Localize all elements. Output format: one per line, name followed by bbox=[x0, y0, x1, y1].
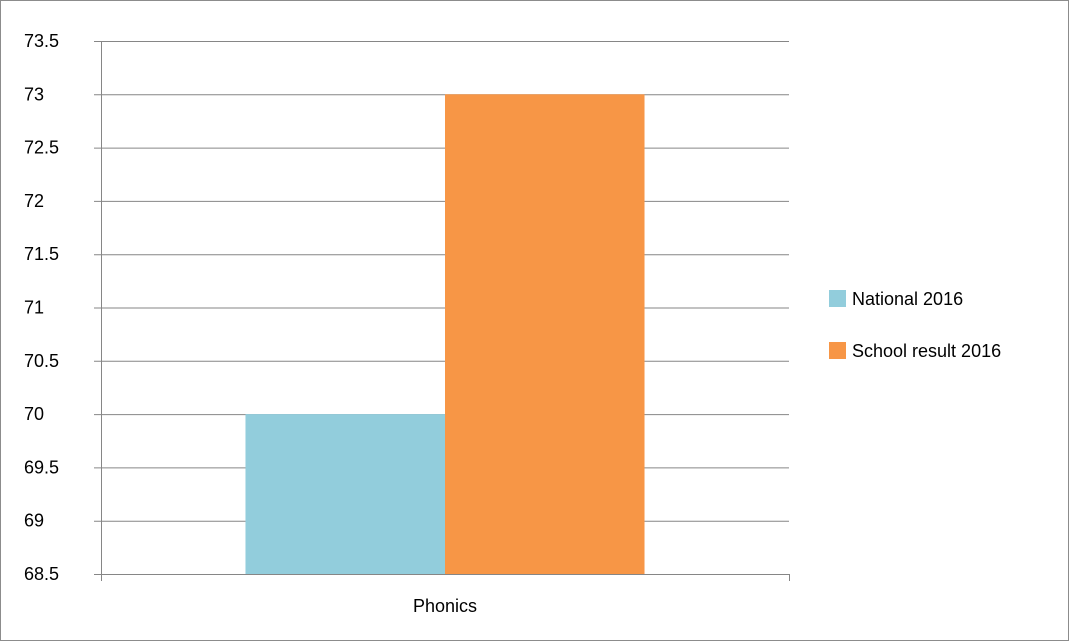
legend-swatch bbox=[829, 290, 846, 307]
y-tick-label: 72 bbox=[24, 191, 44, 211]
legend-swatch bbox=[829, 342, 846, 359]
y-tick-label: 68.5 bbox=[24, 564, 59, 584]
y-tick-label: 69 bbox=[24, 511, 44, 531]
x-category-label: Phonics bbox=[413, 596, 477, 616]
y-tick-label: 70.5 bbox=[24, 351, 59, 371]
y-axis-tick-labels: 68.5 69 69.5 70 70.5 71 71.5 72 72.5 73 73.5 bbox=[24, 31, 59, 584]
bar-national-2016 bbox=[245, 414, 445, 574]
bars bbox=[245, 94, 645, 575]
y-tick-label: 69.5 bbox=[24, 457, 59, 477]
y-tick-label: 70 bbox=[24, 404, 44, 424]
axes bbox=[101, 41, 790, 581]
legend-label: School result 2016 bbox=[852, 341, 1001, 361]
y-tick-label: 71.5 bbox=[24, 244, 59, 264]
legend: National 2016 School result 2016 bbox=[829, 289, 1001, 361]
bar-school-result-2016 bbox=[445, 94, 645, 575]
y-tick-label: 73.5 bbox=[24, 31, 59, 51]
y-tick-label: 73 bbox=[24, 84, 44, 104]
x-axis-category-labels: Phonics bbox=[413, 596, 477, 616]
y-tick-label: 72.5 bbox=[24, 138, 59, 158]
legend-label: National 2016 bbox=[852, 289, 963, 309]
y-tick-label: 71 bbox=[24, 298, 44, 318]
